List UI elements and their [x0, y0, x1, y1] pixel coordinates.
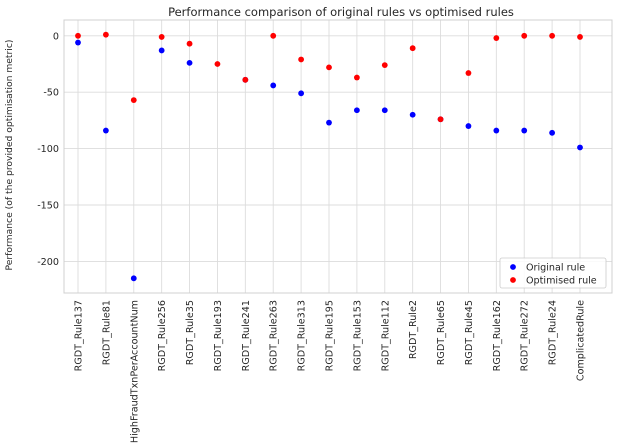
data-point	[577, 34, 583, 40]
data-point	[75, 32, 81, 39]
y-tick-label: -150	[37, 201, 59, 212]
data-point	[353, 107, 360, 114]
legend-label: Optimised rule	[526, 276, 597, 287]
x-tick-label: RGDT_Rule162	[492, 300, 503, 371]
axis-ticks: 0 -50 -100 -150 -200 RGDT_Rule137 RGDT_Rule81 H…	[37, 31, 586, 443]
x-tick-label: RGDT_Rule195	[325, 300, 336, 371]
legend: Original rule Optimised rule	[499, 257, 607, 289]
x-tick-label: RGDT_Rule256	[157, 300, 168, 371]
data-point	[381, 62, 388, 69]
x-tick-label: ComplicatedRule	[576, 300, 587, 381]
grid-lines	[63, 19, 613, 294]
data-point	[270, 32, 277, 39]
data-point	[298, 90, 305, 97]
data-point	[437, 116, 444, 123]
data-point	[130, 275, 137, 282]
chart-title: Performance comparison of original rules…	[168, 5, 514, 19]
x-tick-label: RGDT_Rule137	[74, 300, 85, 371]
x-tick-label: RGDT_Rule2	[408, 300, 419, 359]
data-point	[186, 59, 193, 66]
data-point	[353, 74, 360, 81]
legend-box	[499, 257, 607, 289]
x-tick-label: RGDT_Rule241	[241, 300, 252, 371]
x-tick-label: RGDT_Rule313	[297, 300, 308, 371]
data-point	[298, 56, 305, 63]
data-point	[409, 111, 416, 118]
data-point	[493, 127, 500, 134]
plot-background	[64, 20, 612, 293]
data-point	[102, 31, 109, 38]
x-tick-label: HighFraudTxnPerAccountNum	[129, 300, 140, 443]
y-tick-label: 0	[53, 31, 59, 42]
y-tick-label: -50	[43, 88, 59, 99]
data-point	[75, 39, 81, 46]
x-tick-label: RGDT_Rule272	[520, 300, 531, 371]
data-point	[549, 129, 556, 136]
data-point	[186, 40, 193, 47]
x-tick-label: RGDT_Rule153	[352, 300, 363, 371]
data-point	[577, 144, 583, 151]
data-point	[214, 61, 221, 67]
y-tick-label: -200	[37, 257, 59, 268]
y-tick-label: -100	[37, 144, 59, 155]
legend-marker	[510, 264, 516, 270]
data-point	[521, 32, 528, 39]
data-point	[326, 119, 332, 126]
x-tick-label: RGDT_Rule193	[213, 300, 224, 371]
data-points	[75, 31, 583, 282]
data-point	[158, 47, 165, 54]
legend-marker	[510, 277, 516, 283]
data-point	[549, 32, 556, 39]
x-tick-label: RGDT_Rule45	[464, 300, 475, 365]
data-point	[242, 76, 249, 83]
data-point	[270, 82, 277, 89]
data-point	[130, 97, 137, 103]
plot-frame	[63, 19, 613, 294]
x-tick-label: RGDT_Rule35	[185, 300, 196, 365]
x-tick-label: RGDT_Rule65	[436, 300, 447, 365]
data-point	[409, 45, 416, 52]
data-point	[102, 127, 109, 134]
data-point	[493, 35, 500, 41]
data-point	[465, 70, 472, 76]
x-tick-label: RGDT_Rule263	[269, 300, 280, 371]
data-point	[465, 123, 472, 129]
x-tick-label: RGDT_Rule24	[548, 300, 559, 365]
y-axis-label: Performance (of the provided optimisatio…	[4, 40, 15, 271]
data-point	[158, 34, 165, 40]
x-tick-label: RGDT_Rule81	[101, 300, 112, 365]
data-point	[326, 64, 332, 71]
data-point	[381, 107, 388, 114]
data-point	[521, 127, 528, 134]
legend-label: Original rule	[526, 263, 585, 274]
x-tick-label: RGDT_Rule112	[380, 300, 391, 371]
